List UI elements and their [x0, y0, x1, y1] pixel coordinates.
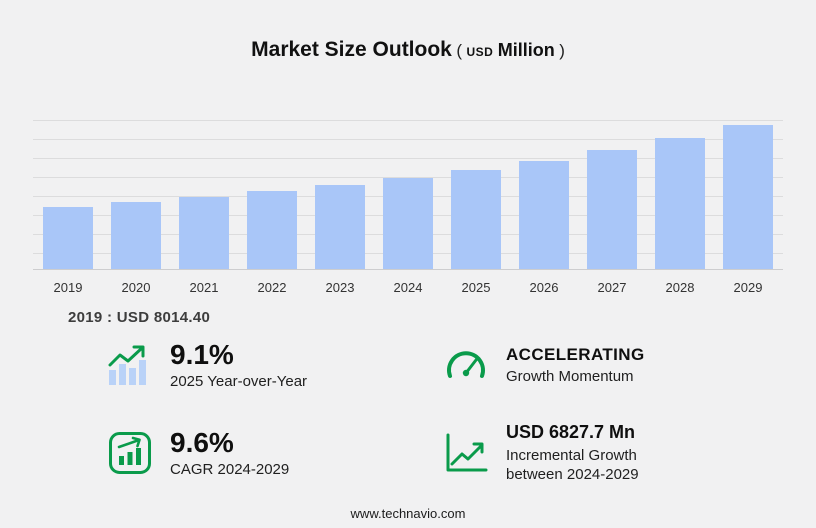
speedometer-icon: [440, 345, 492, 385]
incremental-growth-icon: [440, 432, 492, 474]
stat-yoy: 9.1% 2025 Year-over-Year: [104, 340, 440, 390]
bar-2019: [43, 206, 93, 269]
website-link[interactable]: www.technavio.com: [350, 506, 466, 521]
bar-2029: [723, 124, 773, 269]
title-currency: USD: [466, 45, 494, 59]
bars-container: [33, 120, 783, 269]
stat-text: 9.1% 2025 Year-over-Year: [170, 339, 308, 391]
stat-text: 9.6% CAGR 2024-2029: [170, 427, 290, 479]
stat-cagr-label: CAGR 2024-2029: [170, 461, 290, 478]
bar-2022: [247, 191, 297, 269]
stat-incremental: USD 6827.7 Mn Incremental Growth between…: [440, 422, 740, 484]
x-axis-label-2029: 2029: [733, 280, 763, 295]
stat-cagr: 9.6% CAGR 2024-2029: [104, 422, 440, 484]
x-axis-label-2022: 2022: [257, 280, 287, 295]
stat-momentum-label: Growth Momentum: [506, 368, 634, 385]
stats-panel: 9.1% 2025 Year-over-Year ACCELERATING Gr…: [104, 340, 740, 484]
stat-incremental-label: Incremental Growth between 2024-2029: [506, 447, 639, 483]
stat-cagr-value: 9.6%: [170, 427, 234, 458]
title-paren-close: ): [559, 41, 565, 60]
title-text: Market Size Outlook: [251, 38, 452, 61]
stat-yoy-value: 9.1%: [170, 339, 234, 370]
base-year-value: 2019 : USD 8014.40: [68, 309, 211, 326]
x-axis-label-2028: 2028: [665, 280, 695, 295]
market-size-bar-chart: 2019 2020 2021 2022 2023 2024 2025 2026 2027 2028…: [33, 120, 783, 295]
x-axis-label-2023: 2023: [325, 280, 355, 295]
chart-plot-area: [33, 120, 783, 270]
bar-2027: [587, 149, 637, 269]
bar-2023: [315, 184, 365, 269]
growth-bars-icon: [104, 343, 156, 387]
x-axis-label-2021: 2021: [189, 280, 219, 295]
cagr-chart-icon: [104, 431, 156, 475]
stat-incremental-value: USD 6827.7 Mn: [506, 422, 636, 442]
x-axis-label-2019: 2019: [53, 280, 83, 295]
x-axis-label-2025: 2025: [461, 280, 491, 295]
x-axis-label-2024: 2024: [393, 280, 423, 295]
x-axis-label-2027: 2027: [597, 280, 627, 295]
x-axis-label-2026: 2026: [529, 280, 559, 295]
bar-2020: [111, 202, 161, 269]
stat-momentum-value: ACCELERATING: [506, 345, 645, 364]
stat-momentum: ACCELERATING Growth Momentum: [440, 340, 740, 390]
page-title: Market Size Outlook ( USD Million ): [0, 38, 816, 62]
x-axis-labels: 2019 2020 2021 2022 2023 2024 2025 2026 2027 2028…: [33, 280, 783, 295]
bar-2024: [383, 177, 433, 269]
x-axis-label-2020: 2020: [121, 280, 151, 295]
bar-2021: [179, 197, 229, 269]
bar-2028: [655, 138, 705, 269]
title-paren-open: (: [456, 41, 462, 60]
stat-text: USD 6827.7 Mn Incremental Growth between…: [506, 422, 681, 484]
title-unit: Million: [497, 40, 555, 60]
stat-yoy-label: 2025 Year-over-Year: [170, 373, 308, 390]
bar-2026: [519, 160, 569, 269]
bar-2025: [451, 169, 501, 269]
stat-text: ACCELERATING Growth Momentum: [506, 345, 645, 385]
